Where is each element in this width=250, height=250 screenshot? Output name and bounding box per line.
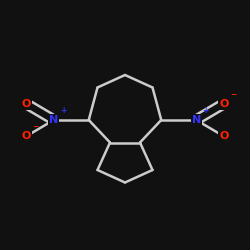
Text: N: N bbox=[192, 115, 201, 125]
Text: O: O bbox=[22, 131, 31, 141]
Text: N: N bbox=[49, 115, 58, 125]
Text: +: + bbox=[60, 106, 66, 115]
Text: O: O bbox=[219, 99, 228, 109]
Text: +: + bbox=[203, 106, 209, 115]
Text: −: − bbox=[32, 122, 39, 131]
Text: −: − bbox=[230, 90, 236, 99]
Text: O: O bbox=[219, 131, 228, 141]
Text: O: O bbox=[22, 99, 31, 109]
